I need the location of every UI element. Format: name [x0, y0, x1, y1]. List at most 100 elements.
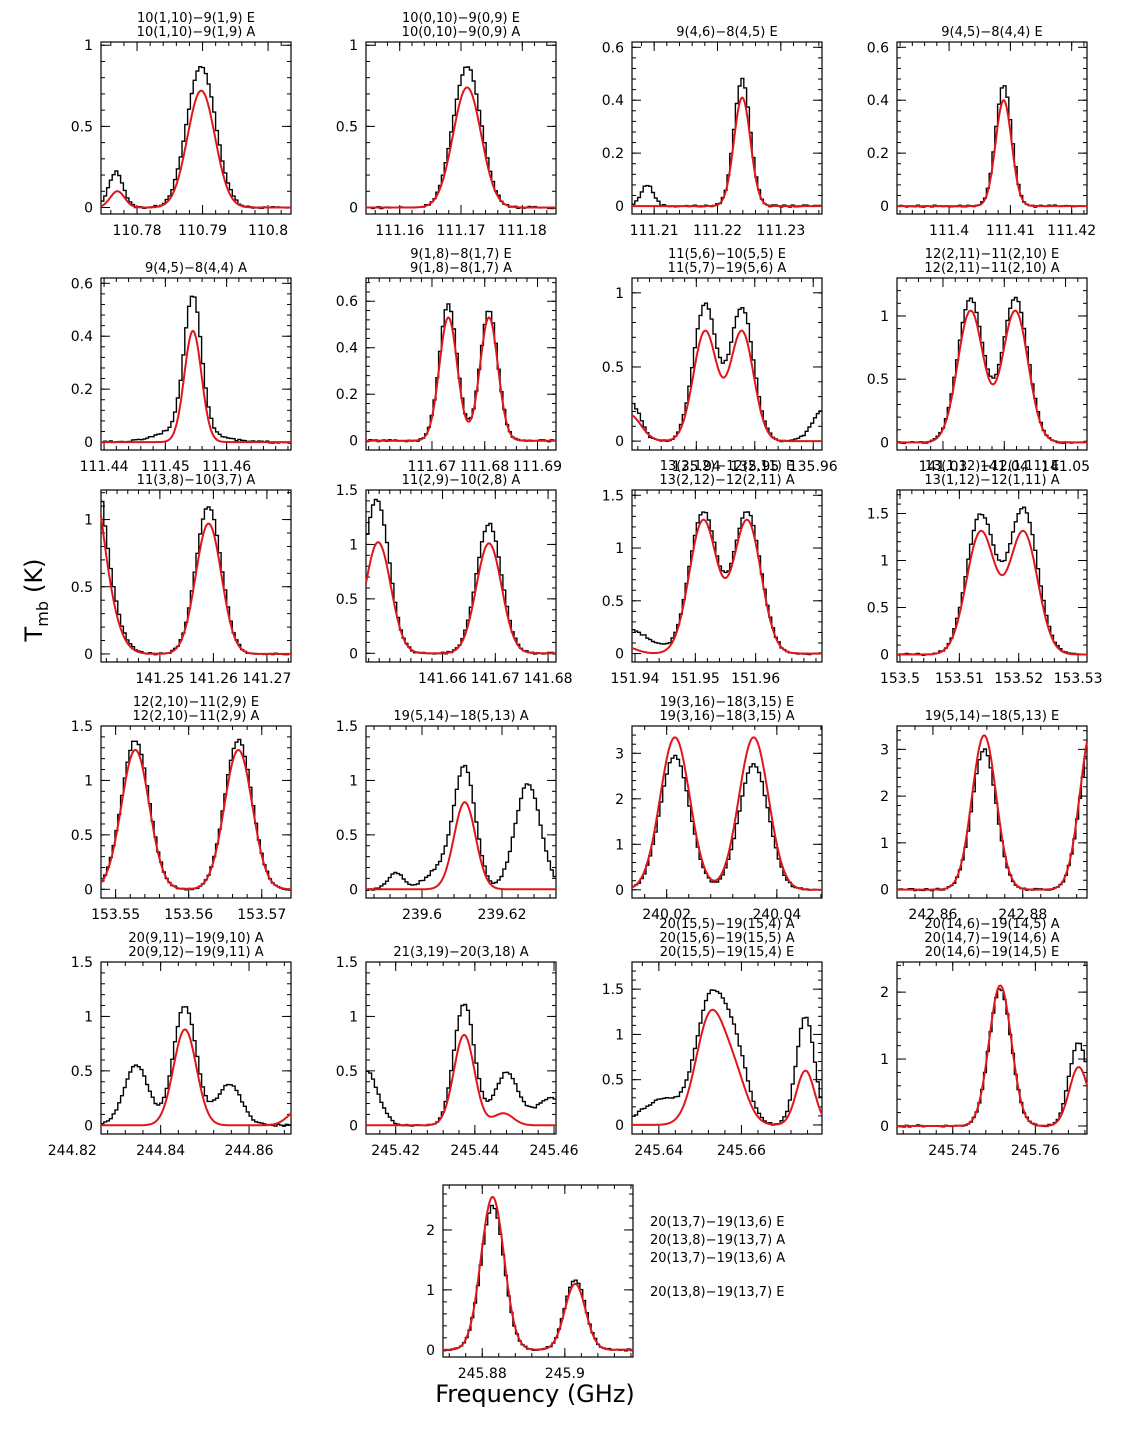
spectrum-panel: 12(2,11)−11(2,10) E12(2,11)−11(2,10) A 14…: [867, 247, 1090, 475]
x-tick-label: 111.18: [498, 223, 547, 239]
x-tick-label: 245.88: [458, 1366, 507, 1382]
y-tick-label: 0.4: [602, 93, 624, 109]
y-tick-label: 0.5: [336, 1064, 358, 1080]
panel-title: 12(2,11)−11(2,10) A: [924, 261, 1059, 276]
x-tick-label: 111.69: [513, 459, 562, 475]
x-tick-label: 110.8: [248, 223, 288, 239]
model-spectrum: [632, 96, 822, 208]
y-tick-label: 0.4: [867, 93, 889, 109]
y-tick-label: 1.5: [336, 719, 358, 735]
x-tick-label: 111.42: [1047, 223, 1096, 239]
y-tick-label: 1: [615, 837, 624, 853]
x-tick-label: 135.96: [789, 459, 838, 475]
spectrum-panel: 20(9,11)−19(9,10) A20(9,12)−19(9,11) A 24…: [48, 931, 292, 1159]
y-tick-label: 0: [880, 199, 889, 215]
panel-title: 9(4,6)−8(4,5) E: [676, 25, 777, 40]
spectrum-panel: 20(14,6)−19(14,5) A20(14,7)−19(14,6) A20…: [880, 917, 1088, 1159]
panel-frame: [896, 725, 1088, 899]
model-spectrum: [631, 329, 822, 443]
panel-title: 10(1,10)−9(1,9) E: [137, 11, 255, 26]
panel-title: 19(3,16)−18(3,15) A: [659, 709, 794, 724]
y-tick-label: 0.5: [602, 594, 624, 610]
last-panel-labels: 20(13,7)−19(13,6) E 20(13,8)−19(13,7) A …: [650, 1215, 785, 1300]
panel-title: 10(0,10)−9(0,9) E: [402, 11, 520, 26]
spectrum-panel: 11(5,6)−10(5,5) E11(5,7)−19(5,6) A 135.94…: [602, 247, 838, 475]
x-tick-label: 141.05: [1041, 459, 1090, 475]
panel-title: 19(5,14)−18(5,13) E: [925, 709, 1060, 724]
y-tick-label: 0.5: [71, 1064, 93, 1080]
panel-title: 9(1,8)−8(1,7) A: [410, 261, 512, 276]
y-tick-label: 0: [84, 1118, 93, 1134]
y-tick-label: 0.5: [867, 372, 889, 388]
spectrum-panel: 9(4,5)−8(4,4) A 111.44 111.45 111.46 0 0.2 0.4…: [71, 261, 292, 475]
panel-title: 13(1,12)−12(1,11) A: [924, 473, 1059, 488]
panel-frame: [365, 41, 557, 215]
panel-frame: [896, 277, 1088, 451]
model-spectrum: [443, 1195, 633, 1351]
x-tick-label: 244.84: [136, 1143, 185, 1159]
spectrum-panel: 10(1,10)−9(1,9) E10(1,10)−9(1,9) A 110.78…: [71, 11, 292, 239]
y-tick-label: 1: [84, 1009, 93, 1025]
panel-title: 13(1,12)−12(1,11) E: [925, 459, 1060, 474]
y-tick-label: 1: [615, 541, 624, 557]
x-tick-label: 111.41: [986, 223, 1035, 239]
observed-spectrum: [101, 1006, 291, 1127]
y-tick-label: 0.2: [602, 146, 624, 162]
observed-spectrum: [897, 506, 1087, 656]
y-tick-label: 1.5: [602, 982, 624, 998]
y-tick-label: 1: [880, 1052, 889, 1068]
y-tick-label: 0: [615, 199, 624, 215]
x-tick-label: 141.68: [524, 671, 573, 687]
observed-spectrum: [101, 295, 291, 444]
panel-title: 10(1,10)−9(1,9) A: [137, 25, 256, 40]
panel-frame: [365, 489, 557, 663]
observed-spectrum: [366, 1003, 556, 1127]
y-tick-label: 1: [84, 38, 93, 54]
y-axis-label-main: T: [20, 626, 48, 642]
spectrum-panel: 13(2,12)−12(2,11) E13(2,12)−12(2,11) A 15…: [602, 459, 823, 687]
y-tick-label: 0: [426, 1343, 435, 1359]
spectrum-panel: 20(15,5)−19(15,4) A20(15,6)−19(15,5) A20…: [602, 917, 823, 1159]
panel-frame: [100, 41, 292, 215]
y-tick-label: 0.5: [71, 119, 93, 135]
panel-frame: [631, 41, 823, 215]
x-tick-label: 111.17: [437, 223, 486, 239]
x-tick-label: 151.94: [611, 671, 660, 687]
model-spectrum: [631, 518, 822, 655]
y-tick-label: 0: [615, 647, 624, 663]
panel-title: 9(4,5)−8(4,4) A: [145, 261, 247, 276]
x-tick-label: 135.95: [730, 459, 779, 475]
y-tick-label: 1: [615, 286, 624, 302]
panel-grid: 10(1,10)−9(1,9) E10(1,10)−9(1,9) A 110.78…: [48, 11, 1103, 1382]
y-tick-label: 0.5: [602, 1073, 624, 1089]
panel-frame: [365, 961, 557, 1135]
observed-spectrum: [632, 511, 822, 656]
y-tick-label: 0: [615, 1118, 624, 1134]
model-spectrum: [101, 329, 291, 444]
x-tick-label: 141.27: [242, 671, 291, 687]
y-tick-label: 1.5: [71, 719, 93, 735]
y-tick-label: 1: [880, 309, 889, 325]
panel-title: 21(3,19)−20(3,18) A: [393, 945, 528, 960]
y-tick-label: 1.5: [602, 488, 624, 504]
observed-spectrum: [366, 303, 556, 443]
panel-frame: [100, 489, 292, 663]
y-tick-label: 0: [84, 435, 93, 451]
model-spectrum: [101, 1028, 292, 1127]
y-tick-label: 3: [880, 742, 889, 758]
panel-frame: [631, 489, 823, 663]
x-tick-label: 244.82: [48, 1143, 97, 1159]
y-tick-label: 1.5: [867, 506, 889, 522]
x-tick-label: 245.64: [634, 1143, 683, 1159]
y-tick-label: 1.5: [336, 483, 358, 499]
y-tick-label: 1: [349, 773, 358, 789]
model-spectrum: [897, 984, 1088, 1127]
x-tick-label: 111.21: [630, 223, 679, 239]
spectrum-panel: 19(5,14)−18(5,13) A 239.6 239.62 0 0.5 1 1.5: [336, 709, 557, 923]
panel-title: 19(3,16)−18(3,15) E: [660, 695, 795, 710]
panel-title: 9(4,5)−8(4,4) E: [941, 25, 1042, 40]
y-tick-label: 0: [349, 646, 358, 662]
x-tick-label: 111.46: [202, 459, 251, 475]
x-tick-label: 111.68: [460, 459, 509, 475]
